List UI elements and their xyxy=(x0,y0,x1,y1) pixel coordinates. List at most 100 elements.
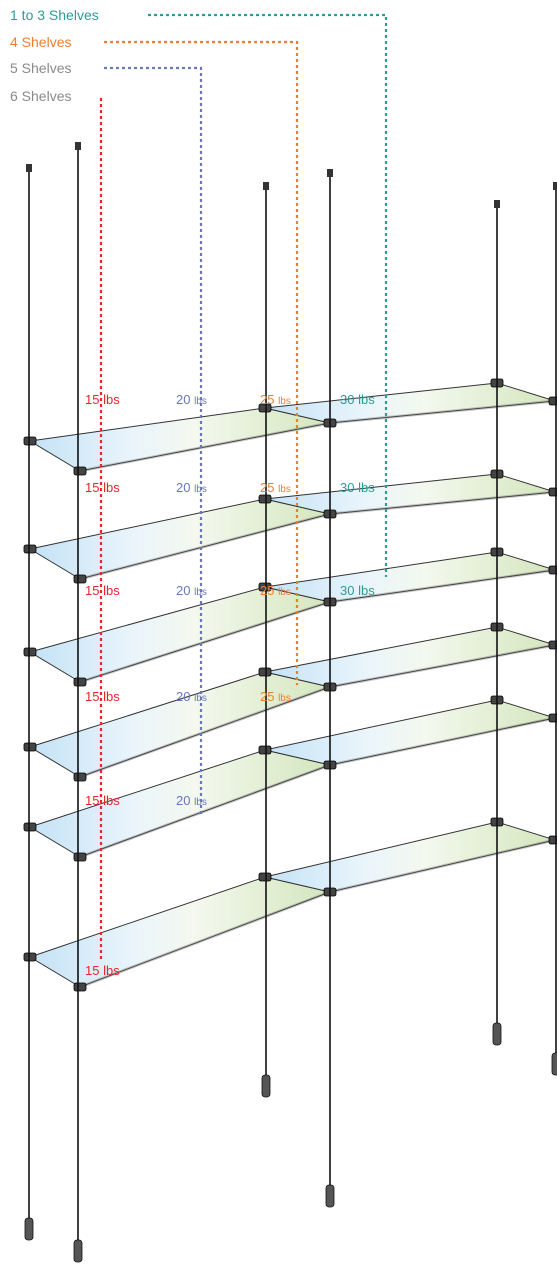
weight-label: 15 lbs xyxy=(85,480,120,495)
weight-unit: lbs xyxy=(103,392,120,407)
weight-value: 20 xyxy=(176,689,194,704)
ceiling-anchor xyxy=(327,169,333,177)
shelf-clamp xyxy=(23,742,37,752)
shelf-clamp xyxy=(23,952,37,962)
weight-value: 15 xyxy=(85,480,103,495)
legend-label: 6 Shelves xyxy=(10,88,71,104)
weight-unit: lbs xyxy=(278,587,291,598)
ceiling-anchor xyxy=(26,164,32,172)
glass-shelf-right xyxy=(264,382,556,424)
weight-label: 20 lbs xyxy=(176,480,207,495)
weight-unit: lbs xyxy=(103,793,120,808)
shelf-clamp xyxy=(548,835,557,845)
glass-shelf-edge xyxy=(79,763,331,859)
weight-unit: lbs xyxy=(194,797,207,808)
shelf-clamp xyxy=(23,647,37,657)
glass-shelf-edge xyxy=(79,890,331,989)
glass-shelves xyxy=(23,378,557,992)
weight-label: 20 lbs xyxy=(176,583,207,598)
weight-value: 30 xyxy=(340,583,358,598)
legend-label: 4 Shelves xyxy=(10,34,71,50)
weight-value: 20 xyxy=(176,392,194,407)
cable-gripper xyxy=(24,1217,34,1241)
cable-gripper xyxy=(73,1239,83,1263)
shelf-clamp xyxy=(23,544,37,554)
shelf-clamp xyxy=(73,574,87,584)
glass-shelf-edge xyxy=(329,716,556,767)
shelf-clamp xyxy=(258,667,272,677)
ceiling-anchor xyxy=(75,142,81,150)
weight-unit: lbs xyxy=(103,583,120,598)
glass-shelf-edge xyxy=(329,568,556,604)
shelf-clamp xyxy=(548,565,557,575)
shelf-clamp xyxy=(73,982,87,992)
weight-label: 25 lbs xyxy=(260,392,291,407)
weight-label: 20 lbs xyxy=(176,793,207,808)
legend-label: 1 to 3 Shelves xyxy=(10,7,99,23)
weight-label: 25 lbs xyxy=(260,583,291,598)
cable-gripper xyxy=(325,1184,335,1208)
glass-shelf-edge xyxy=(79,685,331,779)
weight-value: 15 xyxy=(85,583,103,598)
shelf-clamp xyxy=(258,872,272,882)
weight-label: 20 lbs xyxy=(176,392,207,407)
weight-value: 20 xyxy=(176,480,194,495)
weight-value: 15 xyxy=(85,689,103,704)
weight-unit: lbs xyxy=(278,484,291,495)
glass-shelf-right xyxy=(264,821,557,893)
glass-shelf-edge xyxy=(329,643,556,689)
shelf-clamp xyxy=(73,852,87,862)
shelf-clamp xyxy=(258,494,272,504)
weight-label: 30 lbs xyxy=(340,480,375,495)
guide-line xyxy=(148,13,388,577)
weight-label: 15 lbs xyxy=(85,963,120,978)
shelf-clamp xyxy=(23,822,37,832)
glass-shelf-left xyxy=(28,876,332,988)
glass-shelf-left xyxy=(28,407,331,472)
weight-value: 30 xyxy=(340,480,358,495)
weight-unit: lbs xyxy=(103,689,120,704)
weight-label: 30 lbs xyxy=(340,583,375,598)
weight-value: 15 xyxy=(85,793,103,808)
weight-value: 15 xyxy=(85,392,103,407)
shelf-clamp xyxy=(258,745,272,755)
glass-shelf-edge xyxy=(79,421,331,473)
weight-value: 20 xyxy=(176,583,194,598)
weight-unit: lbs xyxy=(358,480,375,495)
shelf-clamp xyxy=(73,772,87,782)
ceiling-anchor xyxy=(263,182,269,190)
weight-unit: lbs xyxy=(103,480,120,495)
glass-shelf-edge xyxy=(329,490,556,516)
glass-shelf-edge xyxy=(329,838,556,894)
weight-unit: lbs xyxy=(194,396,207,407)
support-cables xyxy=(24,142,557,1263)
weight-label: 15 lbs xyxy=(85,392,120,407)
guide-line xyxy=(104,66,203,815)
shelf-clamp xyxy=(258,403,272,413)
glass-shelf-right xyxy=(264,699,557,766)
cable-gripper xyxy=(492,1022,502,1046)
shelf-clamp xyxy=(548,713,557,723)
weight-label: 30 lbs xyxy=(340,392,375,407)
guide-line xyxy=(104,40,299,685)
shelf-clamp xyxy=(73,677,87,687)
shelf-clamp xyxy=(548,396,557,406)
weight-label: 25 lbs xyxy=(260,689,291,704)
glass-shelf-edge xyxy=(79,600,331,684)
shelf-count-legend: 1 to 3 Shelves 4 Shelves 5 Shelves 6 Shelve… xyxy=(10,7,99,104)
weight-label: 25 lbs xyxy=(260,480,291,495)
weight-value: 25 xyxy=(260,392,278,407)
weight-label: 15 lbs xyxy=(85,689,120,704)
glass-shelf-edge xyxy=(329,399,556,425)
weight-value: 20 xyxy=(176,793,194,808)
glass-shelf-edge xyxy=(79,512,331,581)
weight-label: 20 lbs xyxy=(176,689,207,704)
weight-unit: lbs xyxy=(358,583,375,598)
weight-unit: lbs xyxy=(358,392,375,407)
glass-shelf-right xyxy=(264,473,556,515)
legend-label: 5 Shelves xyxy=(10,60,71,76)
ceiling-anchor xyxy=(553,182,557,190)
weight-value: 25 xyxy=(260,480,278,495)
